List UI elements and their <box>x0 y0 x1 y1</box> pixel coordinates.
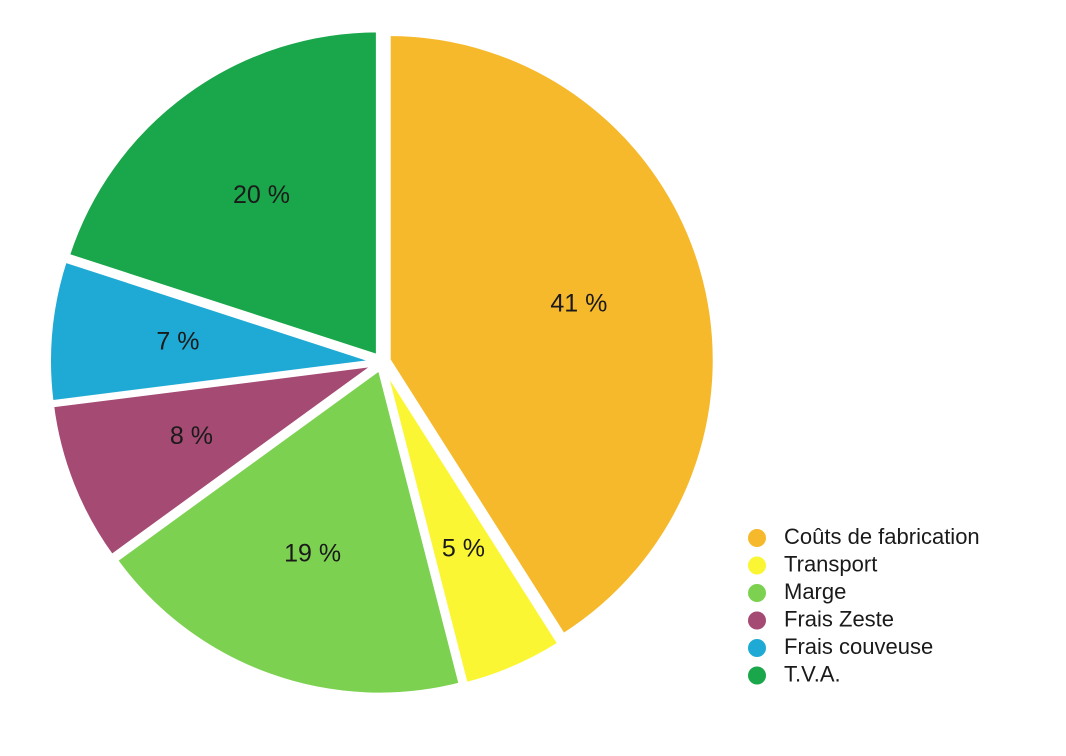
legend-marker-t-v-a <box>748 666 766 685</box>
legend-marker-couts-de-fabrication <box>748 529 766 547</box>
pie-slice-marge <box>113 366 463 697</box>
legend-label-frais-couveuse: Frais couveuse <box>784 634 933 659</box>
slice-label-frais-zeste: 8 % <box>170 422 213 450</box>
legend-marker-frais-couveuse <box>748 639 766 657</box>
pie-slice-frais-couveuse <box>47 258 378 405</box>
legend-marker-frais-zeste <box>748 611 766 630</box>
pie-slice-t-v-a <box>65 28 380 359</box>
pie-slice-frais-zeste <box>50 362 378 559</box>
legend: Coûts de fabricationTransportMargeFrais … <box>748 524 980 686</box>
slice-label-couts-de-fabrication: 41 % <box>550 289 607 317</box>
legend-marker-transport <box>748 556 766 575</box>
legend-label-frais-zeste: Frais Zeste <box>784 606 894 631</box>
slice-label-t-v-a: 20 % <box>233 181 290 209</box>
slice-labels: 41 % 5 % 19 % 8 % 7 % 20 % <box>156 181 607 568</box>
pie-slice-transport <box>382 366 562 687</box>
slice-label-transport: 5 % <box>442 535 485 563</box>
slice-label-frais-couveuse: 7 % <box>156 327 199 355</box>
legend-label-couts-de-fabrication: Coûts de fabrication <box>784 524 980 549</box>
pie-slices <box>47 28 717 697</box>
slice-label-marge: 19 % <box>284 539 341 567</box>
legend-label-marge: Marge <box>784 579 846 604</box>
legend-label-t-v-a: T.V.A. <box>784 661 841 686</box>
pie-slice-couts-de-fabrication <box>386 32 717 638</box>
legend-label-transport: Transport <box>784 551 877 576</box>
legend-marker-marge <box>748 584 766 602</box>
